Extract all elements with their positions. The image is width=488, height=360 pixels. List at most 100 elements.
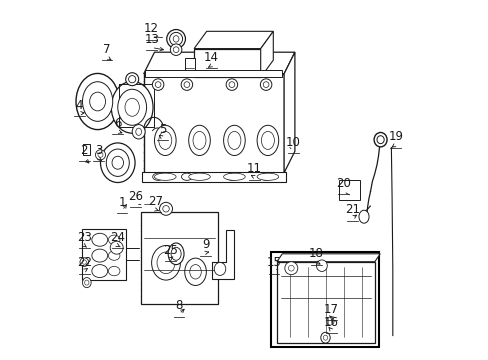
- Ellipse shape: [108, 266, 120, 276]
- Ellipse shape: [173, 47, 179, 53]
- Text: 6: 6: [114, 117, 122, 130]
- Ellipse shape: [168, 243, 183, 265]
- Ellipse shape: [89, 92, 105, 111]
- Polygon shape: [194, 31, 273, 49]
- Ellipse shape: [108, 251, 120, 260]
- Ellipse shape: [125, 98, 139, 116]
- Bar: [338, 180, 359, 200]
- Ellipse shape: [173, 36, 179, 42]
- Bar: [143, 74, 284, 173]
- Text: 8: 8: [175, 299, 183, 312]
- Ellipse shape: [166, 30, 185, 48]
- Ellipse shape: [227, 131, 241, 149]
- Ellipse shape: [157, 252, 175, 274]
- Bar: [141, 212, 218, 304]
- Ellipse shape: [159, 202, 172, 215]
- Ellipse shape: [82, 260, 86, 264]
- Ellipse shape: [171, 247, 181, 260]
- Ellipse shape: [316, 260, 326, 271]
- Ellipse shape: [193, 131, 205, 149]
- Ellipse shape: [320, 332, 329, 343]
- Ellipse shape: [223, 173, 244, 180]
- Text: 22: 22: [77, 256, 92, 269]
- Text: 5: 5: [159, 123, 166, 136]
- Ellipse shape: [169, 32, 182, 45]
- Ellipse shape: [323, 335, 327, 340]
- Ellipse shape: [152, 79, 163, 90]
- Ellipse shape: [376, 136, 384, 144]
- Text: 27: 27: [147, 195, 163, 208]
- Text: 13: 13: [144, 33, 159, 46]
- Ellipse shape: [92, 265, 107, 278]
- Text: 20: 20: [335, 177, 350, 190]
- Ellipse shape: [84, 280, 89, 285]
- Ellipse shape: [163, 206, 169, 212]
- Ellipse shape: [128, 76, 136, 83]
- Ellipse shape: [257, 125, 278, 156]
- Text: 18: 18: [308, 247, 323, 260]
- Ellipse shape: [228, 82, 234, 87]
- Ellipse shape: [95, 150, 105, 160]
- Text: 21: 21: [345, 203, 359, 216]
- Text: 3: 3: [95, 144, 102, 157]
- Ellipse shape: [159, 131, 171, 149]
- Ellipse shape: [373, 132, 386, 147]
- Ellipse shape: [181, 173, 192, 180]
- Bar: [271, 252, 379, 347]
- Polygon shape: [260, 31, 273, 77]
- Text: 16: 16: [324, 316, 338, 329]
- Bar: [194, 49, 260, 77]
- Ellipse shape: [263, 82, 268, 87]
- Bar: [82, 229, 126, 280]
- Ellipse shape: [189, 265, 201, 279]
- Ellipse shape: [154, 125, 176, 156]
- Text: 17: 17: [324, 303, 338, 316]
- Ellipse shape: [152, 173, 163, 180]
- Ellipse shape: [261, 131, 274, 149]
- Bar: [185, 58, 195, 74]
- Ellipse shape: [118, 89, 146, 125]
- Ellipse shape: [184, 258, 206, 285]
- Ellipse shape: [125, 73, 139, 86]
- Ellipse shape: [260, 173, 271, 180]
- Polygon shape: [276, 254, 380, 262]
- Text: 9: 9: [202, 238, 209, 251]
- Text: 1: 1: [118, 196, 125, 209]
- Ellipse shape: [101, 143, 135, 183]
- Ellipse shape: [151, 246, 180, 280]
- Text: 24: 24: [110, 231, 125, 244]
- Ellipse shape: [108, 235, 120, 244]
- Text: 15: 15: [266, 256, 281, 269]
- Text: 26: 26: [128, 190, 143, 203]
- Ellipse shape: [82, 82, 113, 121]
- Text: 4: 4: [76, 99, 83, 112]
- Ellipse shape: [260, 79, 271, 90]
- Ellipse shape: [80, 258, 88, 266]
- Ellipse shape: [181, 79, 192, 90]
- Ellipse shape: [106, 149, 129, 176]
- Ellipse shape: [110, 241, 123, 254]
- Ellipse shape: [82, 278, 91, 288]
- Ellipse shape: [288, 265, 294, 271]
- Ellipse shape: [170, 44, 182, 55]
- Ellipse shape: [225, 79, 237, 90]
- Polygon shape: [212, 230, 234, 279]
- Ellipse shape: [136, 128, 141, 135]
- Ellipse shape: [76, 73, 119, 130]
- Text: 23: 23: [77, 231, 92, 244]
- Text: 25: 25: [163, 244, 178, 257]
- Ellipse shape: [223, 125, 244, 156]
- Ellipse shape: [132, 125, 145, 139]
- Polygon shape: [284, 52, 294, 173]
- Ellipse shape: [111, 81, 153, 133]
- Ellipse shape: [98, 152, 103, 157]
- Text: 11: 11: [246, 162, 262, 175]
- Text: 10: 10: [285, 136, 300, 149]
- Text: 14: 14: [203, 51, 219, 64]
- Bar: [83, 144, 89, 155]
- Ellipse shape: [226, 173, 237, 180]
- Ellipse shape: [214, 262, 225, 275]
- Ellipse shape: [188, 125, 210, 156]
- Ellipse shape: [154, 173, 176, 180]
- Bar: [142, 172, 285, 182]
